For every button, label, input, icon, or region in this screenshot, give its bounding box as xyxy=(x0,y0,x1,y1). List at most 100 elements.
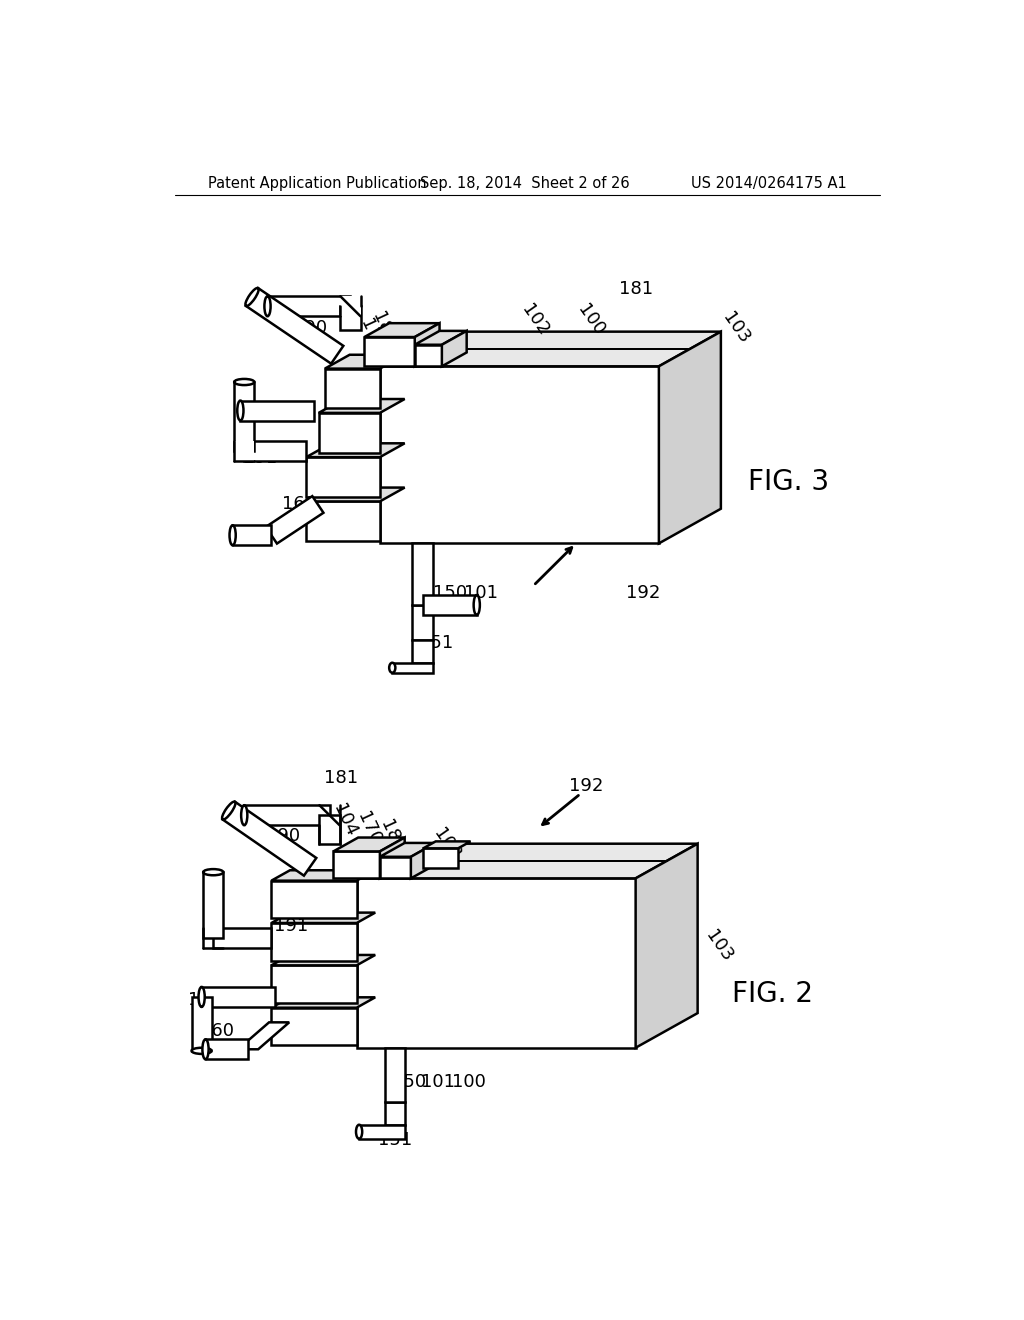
Polygon shape xyxy=(413,640,432,663)
Polygon shape xyxy=(306,444,404,457)
Ellipse shape xyxy=(241,805,248,825)
Polygon shape xyxy=(245,805,330,825)
Polygon shape xyxy=(359,1125,406,1139)
Polygon shape xyxy=(238,1022,289,1049)
Ellipse shape xyxy=(238,400,244,421)
Text: 102: 102 xyxy=(429,825,464,863)
Polygon shape xyxy=(232,525,271,545)
Polygon shape xyxy=(415,331,467,345)
Polygon shape xyxy=(306,502,380,541)
Polygon shape xyxy=(423,595,477,615)
Text: 150: 150 xyxy=(392,1073,426,1092)
Ellipse shape xyxy=(264,296,270,317)
Polygon shape xyxy=(271,1007,356,1045)
Text: 191: 191 xyxy=(273,917,308,935)
Polygon shape xyxy=(340,296,360,317)
Text: FIG. 2: FIG. 2 xyxy=(732,979,813,1008)
Ellipse shape xyxy=(234,379,254,385)
Text: US 2014/0264175 A1: US 2014/0264175 A1 xyxy=(691,177,847,191)
Ellipse shape xyxy=(474,595,480,615)
Polygon shape xyxy=(385,1048,406,1102)
Text: 100: 100 xyxy=(573,301,608,339)
Polygon shape xyxy=(392,663,432,673)
Polygon shape xyxy=(380,367,658,544)
Text: 161: 161 xyxy=(188,991,222,1010)
Polygon shape xyxy=(191,997,212,1051)
Polygon shape xyxy=(271,998,375,1007)
Text: 191: 191 xyxy=(243,449,276,467)
Polygon shape xyxy=(380,843,435,857)
Polygon shape xyxy=(271,870,375,880)
Polygon shape xyxy=(365,337,415,367)
Text: 160: 160 xyxy=(282,495,315,513)
Polygon shape xyxy=(318,413,380,453)
Polygon shape xyxy=(325,368,380,408)
Polygon shape xyxy=(334,851,380,878)
Text: 181: 181 xyxy=(324,770,358,787)
Polygon shape xyxy=(356,878,636,1048)
Text: 151: 151 xyxy=(419,635,453,652)
Polygon shape xyxy=(423,841,471,849)
Text: 101: 101 xyxy=(421,1073,455,1092)
Text: 103: 103 xyxy=(702,927,736,965)
Ellipse shape xyxy=(356,1125,362,1139)
Polygon shape xyxy=(202,987,275,1007)
Ellipse shape xyxy=(246,288,259,306)
Polygon shape xyxy=(334,838,404,851)
Text: 101: 101 xyxy=(464,585,498,602)
Polygon shape xyxy=(271,954,375,965)
Ellipse shape xyxy=(199,987,205,1007)
Polygon shape xyxy=(423,849,458,867)
Text: Patent Application Publication: Patent Application Publication xyxy=(208,177,426,191)
Ellipse shape xyxy=(203,1039,209,1059)
Text: 181: 181 xyxy=(618,280,652,298)
Text: 150: 150 xyxy=(432,585,467,602)
Polygon shape xyxy=(213,928,271,948)
Polygon shape xyxy=(415,345,442,367)
Polygon shape xyxy=(356,843,697,878)
Polygon shape xyxy=(413,544,432,605)
Polygon shape xyxy=(340,306,360,330)
Polygon shape xyxy=(385,1102,406,1125)
Text: 100: 100 xyxy=(452,1073,486,1092)
Text: FIG. 3: FIG. 3 xyxy=(748,467,829,496)
Ellipse shape xyxy=(203,869,223,875)
Polygon shape xyxy=(365,323,439,337)
Polygon shape xyxy=(380,838,404,878)
Polygon shape xyxy=(411,843,435,878)
Polygon shape xyxy=(380,857,411,878)
Text: Sep. 18, 2014  Sheet 2 of 26: Sep. 18, 2014 Sheet 2 of 26 xyxy=(420,177,630,191)
Polygon shape xyxy=(271,965,356,1003)
Polygon shape xyxy=(203,873,223,937)
Polygon shape xyxy=(206,1039,248,1059)
Polygon shape xyxy=(234,441,254,461)
Text: 102: 102 xyxy=(518,301,552,339)
Polygon shape xyxy=(442,331,467,367)
Polygon shape xyxy=(306,457,380,496)
Ellipse shape xyxy=(191,1048,212,1053)
Polygon shape xyxy=(413,605,432,640)
Polygon shape xyxy=(319,816,340,845)
Text: 190: 190 xyxy=(266,828,300,845)
Polygon shape xyxy=(318,399,404,413)
Ellipse shape xyxy=(222,801,236,820)
Polygon shape xyxy=(271,880,356,919)
Text: 170: 170 xyxy=(353,809,384,847)
Polygon shape xyxy=(267,296,350,317)
Text: 190: 190 xyxy=(293,319,328,337)
Text: 192: 192 xyxy=(627,585,660,602)
Polygon shape xyxy=(636,843,697,1048)
Ellipse shape xyxy=(389,663,395,673)
Polygon shape xyxy=(222,801,316,875)
Ellipse shape xyxy=(229,525,236,545)
Text: 160: 160 xyxy=(200,1022,234,1040)
Text: 180: 180 xyxy=(369,309,399,347)
Polygon shape xyxy=(415,323,439,367)
Polygon shape xyxy=(266,496,324,544)
Polygon shape xyxy=(245,441,306,461)
Polygon shape xyxy=(658,331,721,544)
Polygon shape xyxy=(246,288,343,363)
Polygon shape xyxy=(306,487,404,502)
Text: 104: 104 xyxy=(330,801,360,840)
Text: 151: 151 xyxy=(378,1131,413,1150)
